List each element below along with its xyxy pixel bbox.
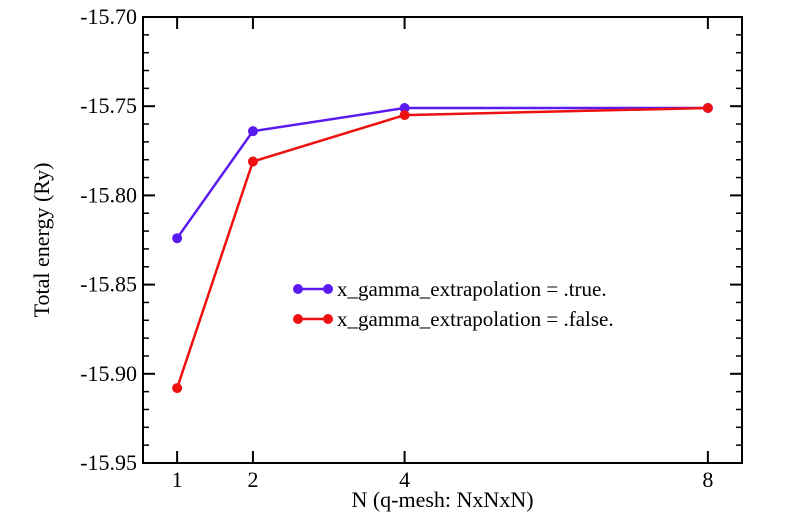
series-point-1 <box>247 156 258 167</box>
y-tick-label: -15.85 <box>80 272 137 297</box>
y-tick-labels: -15.95 -15.90 -15.85 -15.80 -15.75 -15.70 <box>80 4 137 475</box>
legend-label: x_gamma_extrapolation = .true. <box>337 277 607 301</box>
y-tick-label: -15.95 <box>80 450 137 475</box>
x-tick-label: 8 <box>702 467 713 492</box>
series-point-0 <box>172 233 183 244</box>
legend-marker <box>323 314 333 324</box>
x-axis-label: N (q-mesh: NxNxN) <box>351 487 533 512</box>
x-tick-label: 4 <box>399 467 410 492</box>
series-point-1 <box>702 102 713 113</box>
y-tick-label: -15.80 <box>80 182 137 207</box>
minor-ticks <box>143 34 742 446</box>
legend-marker <box>293 284 303 294</box>
series-point-1 <box>399 110 410 121</box>
plot-frame <box>142 16 743 464</box>
legend-marker <box>293 314 303 324</box>
x-tick-labels: 1 2 4 8 <box>172 467 714 492</box>
y-tick-label: -15.70 <box>80 4 137 29</box>
y-axis-label: Total energy (Ry) <box>29 163 54 318</box>
legend-marker <box>323 284 333 294</box>
legend-label: x_gamma_extrapolation = .false. <box>337 307 614 331</box>
x-tick-label: 1 <box>172 467 183 492</box>
legend: x_gamma_extrapolation = .true. x_gamma_ex… <box>293 277 614 331</box>
series-line-1 <box>175 106 708 389</box>
series-group <box>172 102 713 394</box>
series-line-0 <box>176 106 708 239</box>
axis-ticks <box>143 16 742 464</box>
series-point-0 <box>247 126 258 137</box>
y-tick-label: -15.90 <box>80 361 137 386</box>
x-tick-label: 2 <box>247 467 258 492</box>
series-point-1 <box>172 383 183 394</box>
series-point-0 <box>399 102 410 113</box>
y-tick-label: -15.75 <box>80 93 137 118</box>
